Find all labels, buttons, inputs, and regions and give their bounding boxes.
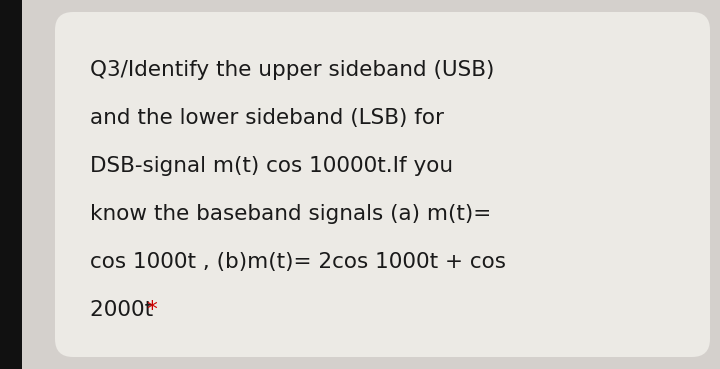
Text: and the lower sideband (LSB) for: and the lower sideband (LSB) for bbox=[90, 108, 444, 128]
Text: cos 1000t , (b)m(t)= 2cos 1000t + cos: cos 1000t , (b)m(t)= 2cos 1000t + cos bbox=[90, 252, 506, 272]
FancyBboxPatch shape bbox=[55, 12, 710, 357]
Text: *: * bbox=[146, 300, 157, 320]
Text: Q3/Identify the upper sideband (USB): Q3/Identify the upper sideband (USB) bbox=[90, 60, 495, 80]
Text: 2000t: 2000t bbox=[90, 300, 160, 320]
Text: know the baseband signals (a) m(t)=: know the baseband signals (a) m(t)= bbox=[90, 204, 491, 224]
Bar bbox=[0, 0, 22, 369]
Text: DSB-signal m(t) cos 10000t.If you: DSB-signal m(t) cos 10000t.If you bbox=[90, 156, 453, 176]
